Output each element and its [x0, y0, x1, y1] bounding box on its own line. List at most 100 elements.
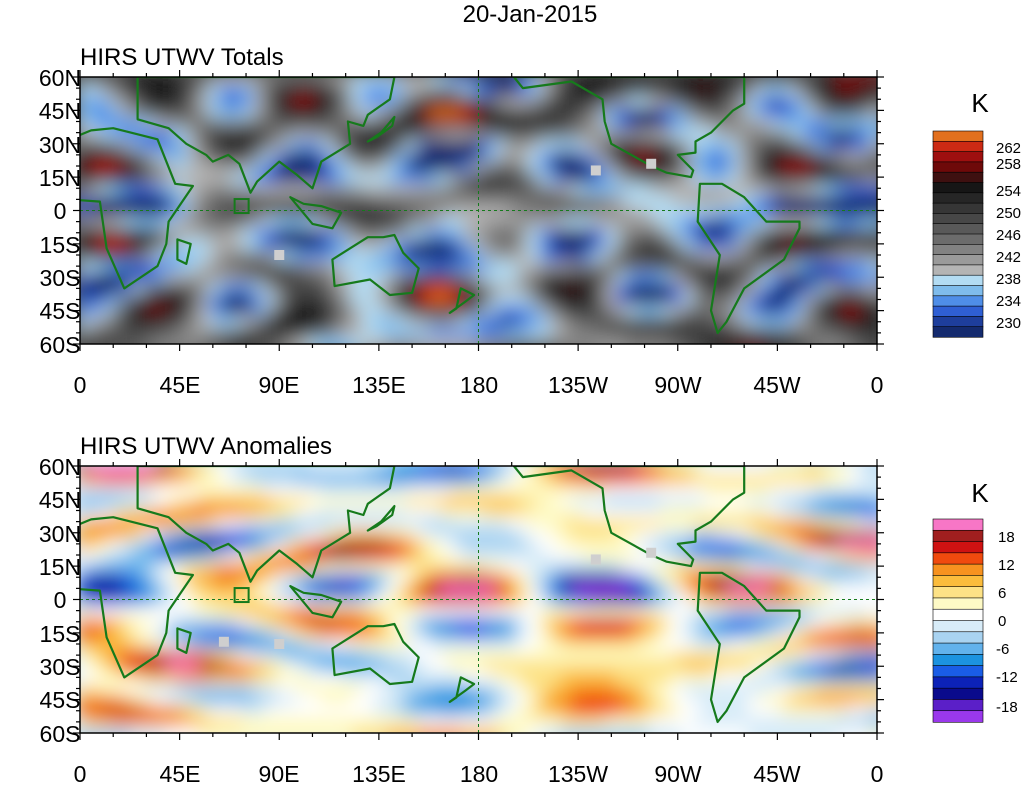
legend-swatch — [932, 192, 984, 204]
lat-label: 30S — [40, 265, 81, 291]
legend-swatch — [932, 254, 984, 266]
lat-label: 0 — [54, 587, 67, 613]
legend-swatch — [932, 274, 984, 287]
lon-label: 45W — [753, 372, 801, 398]
legend-swatch — [932, 586, 984, 599]
totals-title: HIRS UTWV Totals — [80, 44, 284, 71]
totals-field — [80, 77, 877, 344]
legend-swatch — [932, 223, 984, 235]
legend-swatch — [932, 529, 984, 543]
lon-label: 0 — [74, 761, 87, 785]
anomalies-legend-unit: K — [971, 478, 989, 508]
anomalies-coastlines — [80, 466, 877, 733]
legend-label: 262 — [996, 140, 1021, 157]
legend-swatch — [932, 182, 984, 194]
legend-label: -12 — [996, 669, 1018, 686]
lon-label: 135W — [548, 372, 608, 398]
lat-label: 45N — [39, 98, 81, 124]
anomalies-lon-labels: 0 45E 90E 135E 180 135W 90W 45W 0 — [74, 761, 884, 785]
anomalies-lat-labels: 60N 45N 30N 15N 0 15S 30S 45S 60S — [39, 454, 81, 747]
legend-swatch — [932, 608, 984, 622]
legend-swatch — [932, 316, 984, 328]
legend-label: 258 — [996, 156, 1021, 173]
lon-label: 90E — [259, 761, 300, 785]
lat-label: 60S — [40, 332, 81, 358]
totals-legend-unit: K — [971, 88, 989, 118]
legend-swatch — [932, 710, 984, 723]
lat-label: 15S — [40, 621, 81, 647]
totals-panel: HIRS UTWV Totals 60N 45N 30N 15N 0 15S 3… — [39, 44, 1021, 398]
lon-label: 0 — [871, 761, 884, 785]
legend-swatch — [932, 699, 984, 712]
legend-swatch — [932, 518, 984, 531]
legend-swatch — [932, 597, 984, 610]
legend-swatch — [932, 676, 984, 689]
lat-label: 15N — [39, 554, 81, 580]
legend-label: 250 — [996, 205, 1021, 222]
lon-label: 45E — [160, 372, 201, 398]
legend-label: 242 — [996, 249, 1021, 266]
legend-swatch — [932, 620, 984, 633]
lat-label: 30S — [40, 654, 81, 680]
lon-label: 135W — [548, 761, 608, 785]
legend-swatch — [932, 654, 984, 667]
lon-label: 0 — [74, 372, 87, 398]
lat-label: 45S — [40, 687, 81, 713]
legend-label: 254 — [996, 183, 1021, 200]
legend-swatch — [932, 305, 984, 318]
legend-swatch — [932, 213, 984, 225]
totals-ticks — [73, 70, 884, 351]
lat-label: 0 — [54, 198, 67, 224]
lon-label: 180 — [460, 761, 498, 785]
legend-label: 18 — [998, 529, 1015, 546]
legend-label: -6 — [996, 641, 1009, 658]
anomalies-legend: K 18 12 6 0 -6 -12 -18 — [932, 478, 1018, 723]
lat-label: 30N — [39, 132, 81, 158]
lon-label: 135E — [352, 761, 406, 785]
legend-label: 238 — [996, 271, 1021, 288]
lon-label: 45E — [160, 761, 201, 785]
totals-lon-labels: 0 45E 90E 135E 180 135W 90W 45W 0 — [74, 372, 884, 398]
legend-label: -18 — [996, 699, 1018, 716]
totals-coastlines — [80, 77, 877, 344]
lat-label: 30N — [39, 521, 81, 547]
lon-label: 180 — [460, 372, 498, 398]
totals-lat-labels: 60N 45N 30N 15N 0 15S 30S 45S 60S — [39, 65, 81, 358]
legend-swatch — [932, 141, 984, 153]
lon-label: 0 — [871, 372, 884, 398]
lon-label: 90E — [259, 372, 300, 398]
legend-label: 230 — [996, 315, 1021, 332]
lat-label: 60N — [39, 65, 81, 91]
legend-swatch — [932, 171, 984, 184]
lon-label: 45W — [753, 761, 801, 785]
legend-swatch — [932, 665, 984, 678]
legend-swatch — [932, 295, 984, 307]
legend-swatch — [932, 631, 984, 644]
legend-label: 234 — [996, 293, 1021, 310]
lat-label: 45S — [40, 298, 81, 324]
legend-label: 12 — [998, 557, 1015, 574]
legend-swatch — [932, 202, 984, 215]
legend-swatch — [932, 541, 984, 554]
lon-label: 90W — [654, 372, 702, 398]
lon-label: 135E — [352, 372, 406, 398]
lat-label: 45N — [39, 487, 81, 513]
totals-legend: K 262 258 254 250 246 242 238 234 230 — [932, 88, 1021, 338]
anomalies-panel: HIRS UTWV Anomalies 60N 45N 30N 15N 0 15… — [39, 433, 1018, 785]
legend-swatch — [932, 130, 984, 142]
lon-label: 90W — [654, 761, 702, 785]
lat-label: 60S — [40, 721, 81, 747]
anomalies-title: HIRS UTWV Anomalies — [80, 433, 332, 460]
legend-swatch — [932, 642, 984, 655]
lat-label: 15S — [40, 232, 81, 258]
legend-label: 246 — [996, 227, 1021, 244]
anomalies-field — [80, 466, 877, 733]
legend-swatch — [932, 285, 984, 297]
legend-swatch — [932, 233, 984, 245]
lat-label: 15N — [39, 165, 81, 191]
legend-swatch — [932, 552, 984, 565]
legend-label: 6 — [998, 585, 1006, 602]
legend-swatch — [932, 264, 984, 276]
legend-swatch — [932, 244, 984, 256]
